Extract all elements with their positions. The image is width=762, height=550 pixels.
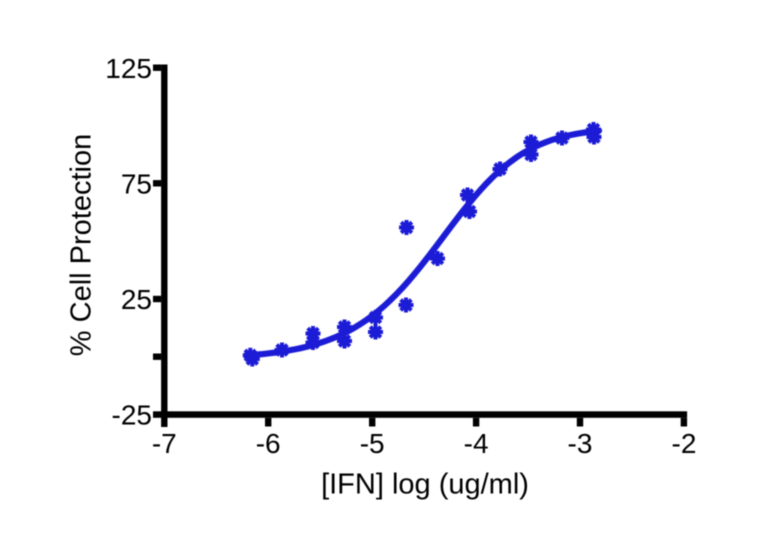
svg-text:-6: -6 — [256, 428, 281, 459]
svg-text:-4: -4 — [464, 428, 489, 459]
svg-text:-7: -7 — [152, 428, 177, 459]
svg-text:-2: -2 — [672, 428, 697, 459]
svg-text:-3: -3 — [568, 428, 593, 459]
svg-text:[IFN] log (ug/ml): [IFN] log (ug/ml) — [321, 469, 529, 501]
svg-text:125: 125 — [105, 53, 152, 84]
svg-text:-5: -5 — [360, 428, 385, 459]
svg-text:25: 25 — [121, 284, 152, 315]
svg-text:% Cell Protection: % Cell Protection — [66, 134, 98, 356]
svg-text:-25: -25 — [112, 400, 152, 431]
svg-text:75: 75 — [121, 169, 152, 200]
